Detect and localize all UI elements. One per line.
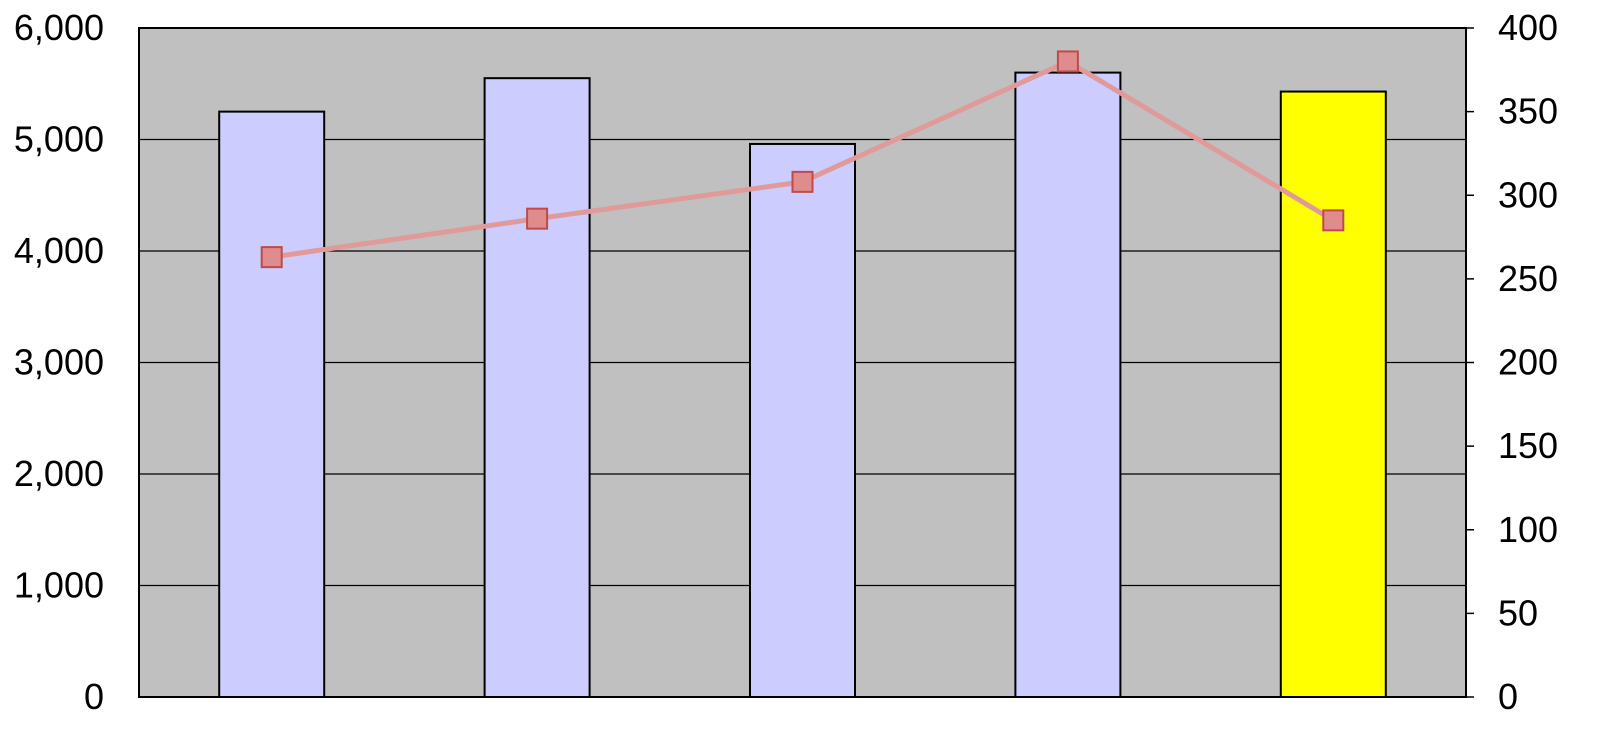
right-tick-label: 250	[1498, 258, 1558, 299]
right-y-axis: 0 50 100 150 200 250 300 350 400	[1465, 7, 1558, 717]
right-tick-label: 200	[1498, 342, 1558, 383]
left-tick-label: 2,000	[14, 453, 104, 494]
left-tick-label: 3,000	[14, 342, 104, 383]
right-tick-label: 0	[1498, 676, 1518, 717]
bar-series	[218, 71, 1387, 699]
line-marker	[526, 207, 549, 230]
bar	[1014, 71, 1122, 699]
line-marker	[1322, 209, 1345, 232]
line-marker	[1056, 50, 1079, 73]
left-tick-label: 0	[84, 676, 104, 717]
line-series	[260, 50, 1345, 269]
right-tick-label: 50	[1498, 592, 1538, 633]
line-marker	[260, 246, 283, 269]
right-tick-label: 350	[1498, 91, 1558, 132]
bar	[218, 110, 326, 698]
left-tick-label: 5,000	[14, 119, 104, 160]
right-tick-label: 300	[1498, 174, 1558, 215]
left-tick-label: 1,000	[14, 565, 104, 606]
bar-highlighted	[1279, 90, 1387, 699]
left-tick-label: 4,000	[14, 230, 104, 271]
left-y-axis: 0 1,000 2,000 3,000 4,000 5,000 6,000	[14, 7, 104, 717]
bar	[749, 142, 856, 698]
line-marker	[791, 170, 814, 193]
right-tick-label: 400	[1498, 7, 1558, 48]
bar	[483, 77, 591, 699]
right-tick-label: 100	[1498, 509, 1558, 550]
right-tick-label: 150	[1498, 425, 1558, 466]
left-tick-label: 6,000	[14, 7, 104, 48]
